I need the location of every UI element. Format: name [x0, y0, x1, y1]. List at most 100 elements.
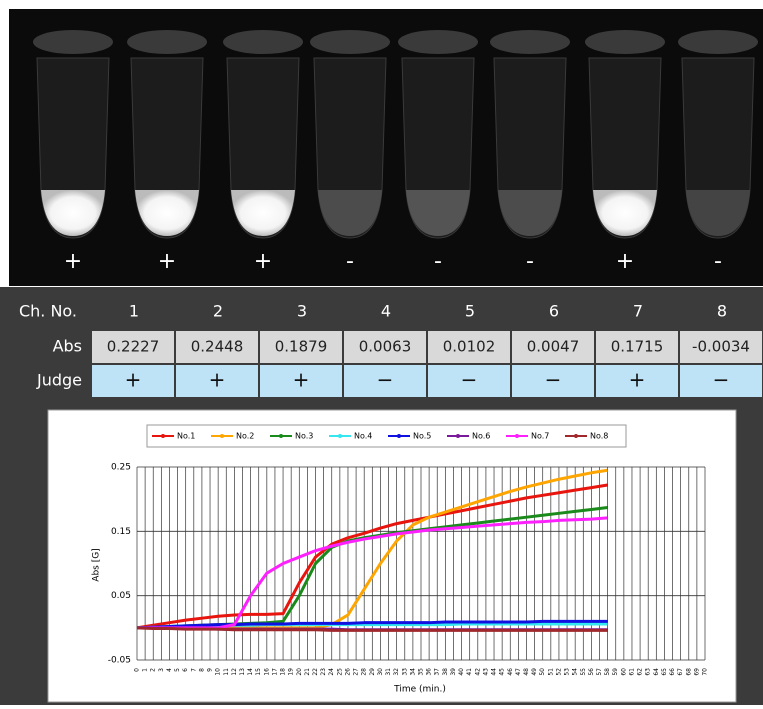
x-tick-label: 41: [466, 668, 473, 676]
x-tick-label: 43: [482, 668, 489, 676]
x-tick-label: 33: [401, 668, 408, 676]
judge-value: −: [377, 368, 394, 392]
x-tick-label: 50: [539, 668, 546, 676]
x-tick-label: 9: [207, 668, 214, 672]
channel-number: 1: [129, 302, 139, 321]
x-tick-label: 66: [669, 668, 676, 676]
abs-value: 0.1879: [275, 338, 328, 356]
x-tick-label: 3: [158, 668, 165, 672]
x-tick-label: 11: [223, 668, 230, 676]
x-tick-label: 46: [507, 668, 514, 676]
table-row-label: Abs: [53, 337, 82, 356]
legend-marker: [161, 434, 165, 438]
x-tick-label: 28: [361, 668, 368, 676]
tube-cap: [223, 30, 303, 54]
x-tick-label: 49: [531, 668, 538, 676]
x-tick-label: 51: [547, 668, 554, 676]
x-tick-label: 68: [685, 668, 692, 676]
channel-number: 5: [465, 302, 475, 321]
x-tick-label: 30: [377, 668, 384, 676]
x-tick-label: 6: [182, 668, 189, 672]
x-tick-label: 34: [409, 668, 416, 676]
x-tick-label: 47: [515, 668, 522, 676]
x-tick-label: 37: [434, 668, 441, 676]
x-tick-label: 19: [288, 668, 295, 676]
legend-label: No.1: [177, 432, 195, 441]
x-tick-label: 17: [271, 668, 278, 676]
legend-marker: [279, 434, 283, 438]
x-tick-label: 39: [450, 668, 457, 676]
y-tick-label: 0.05: [111, 591, 131, 601]
photo-label: -: [526, 249, 534, 274]
table-header: Ch. No.: [19, 302, 77, 321]
judge-value: +: [125, 368, 142, 392]
x-tick-label: 38: [442, 668, 449, 676]
judge-value: +: [629, 368, 646, 392]
x-tick-label: 55: [580, 668, 587, 676]
x-tick-label: 36: [426, 668, 433, 676]
legend-marker: [456, 434, 460, 438]
x-tick-label: 24: [328, 668, 335, 676]
x-tick-label: 25: [336, 668, 343, 676]
photo-label: -: [434, 249, 442, 274]
x-tick-label: 40: [458, 668, 465, 676]
judge-value: −: [713, 368, 730, 392]
x-tick-label: 27: [353, 668, 360, 676]
legend-marker: [397, 434, 401, 438]
x-tick-label: 7: [190, 668, 197, 672]
photo-label: +: [158, 249, 176, 274]
x-tick-label: 15: [255, 668, 262, 676]
judge-value: −: [545, 368, 562, 392]
page: Abs [G] Time (min.) +++---+-Ch. No.AbsJu…: [0, 0, 763, 705]
judge-value: −: [461, 368, 478, 392]
y-tick-label: 0.15: [111, 527, 131, 537]
x-tick-label: 22: [312, 668, 319, 676]
x-tick-label: 20: [296, 668, 303, 676]
x-tick-label: 26: [344, 668, 351, 676]
tube-cap: [310, 30, 390, 54]
legend-label: No.6: [472, 432, 490, 441]
x-tick-label: 4: [166, 668, 173, 672]
table-row-label: Judge: [36, 371, 82, 390]
abs-value: 0.0047: [527, 338, 580, 356]
legend-label: No.8: [590, 432, 608, 441]
judge-value: +: [209, 368, 226, 392]
judge-value: +: [293, 368, 310, 392]
x-tick-label: 1: [142, 668, 149, 672]
x-tick-label: 67: [677, 668, 684, 676]
photo-label: +: [616, 249, 634, 274]
x-tick-label: 48: [523, 668, 530, 676]
x-tick-label: 0: [134, 668, 141, 672]
chart-frame: [48, 410, 736, 702]
x-tick-label: 29: [369, 668, 376, 676]
abs-value: 0.2448: [191, 338, 244, 356]
channel-number: 8: [717, 302, 727, 321]
x-tick-label: 52: [555, 668, 562, 676]
legend-marker: [515, 434, 519, 438]
channel-number: 3: [297, 302, 307, 321]
legend-label: No.3: [295, 432, 313, 441]
x-tick-label: 21: [304, 668, 311, 676]
x-tick-label: 14: [247, 668, 254, 676]
y-axis-title: Abs [G]: [92, 548, 102, 581]
x-tick-label: 31: [385, 668, 392, 676]
x-tick-label: 23: [320, 668, 327, 676]
legend-label: No.5: [413, 432, 431, 441]
channel-number: 7: [633, 302, 643, 321]
legend-label: No.7: [531, 432, 549, 441]
x-tick-label: 44: [491, 668, 498, 676]
channel-number: 6: [549, 302, 559, 321]
tube-cap: [678, 30, 758, 54]
legend-marker: [338, 434, 342, 438]
x-tick-label: 60: [620, 668, 627, 676]
abs-value: 0.0063: [359, 338, 412, 356]
tube-cap: [398, 30, 478, 54]
x-tick-label: 32: [393, 668, 400, 676]
x-tick-label: 12: [231, 668, 238, 676]
x-tick-label: 18: [280, 668, 287, 676]
abs-value: 0.0102: [443, 338, 496, 356]
x-axis-title: Time (min.): [393, 685, 446, 695]
x-tick-label: 64: [653, 668, 660, 676]
photo-label: -: [714, 249, 722, 274]
x-tick-label: 56: [588, 668, 595, 676]
